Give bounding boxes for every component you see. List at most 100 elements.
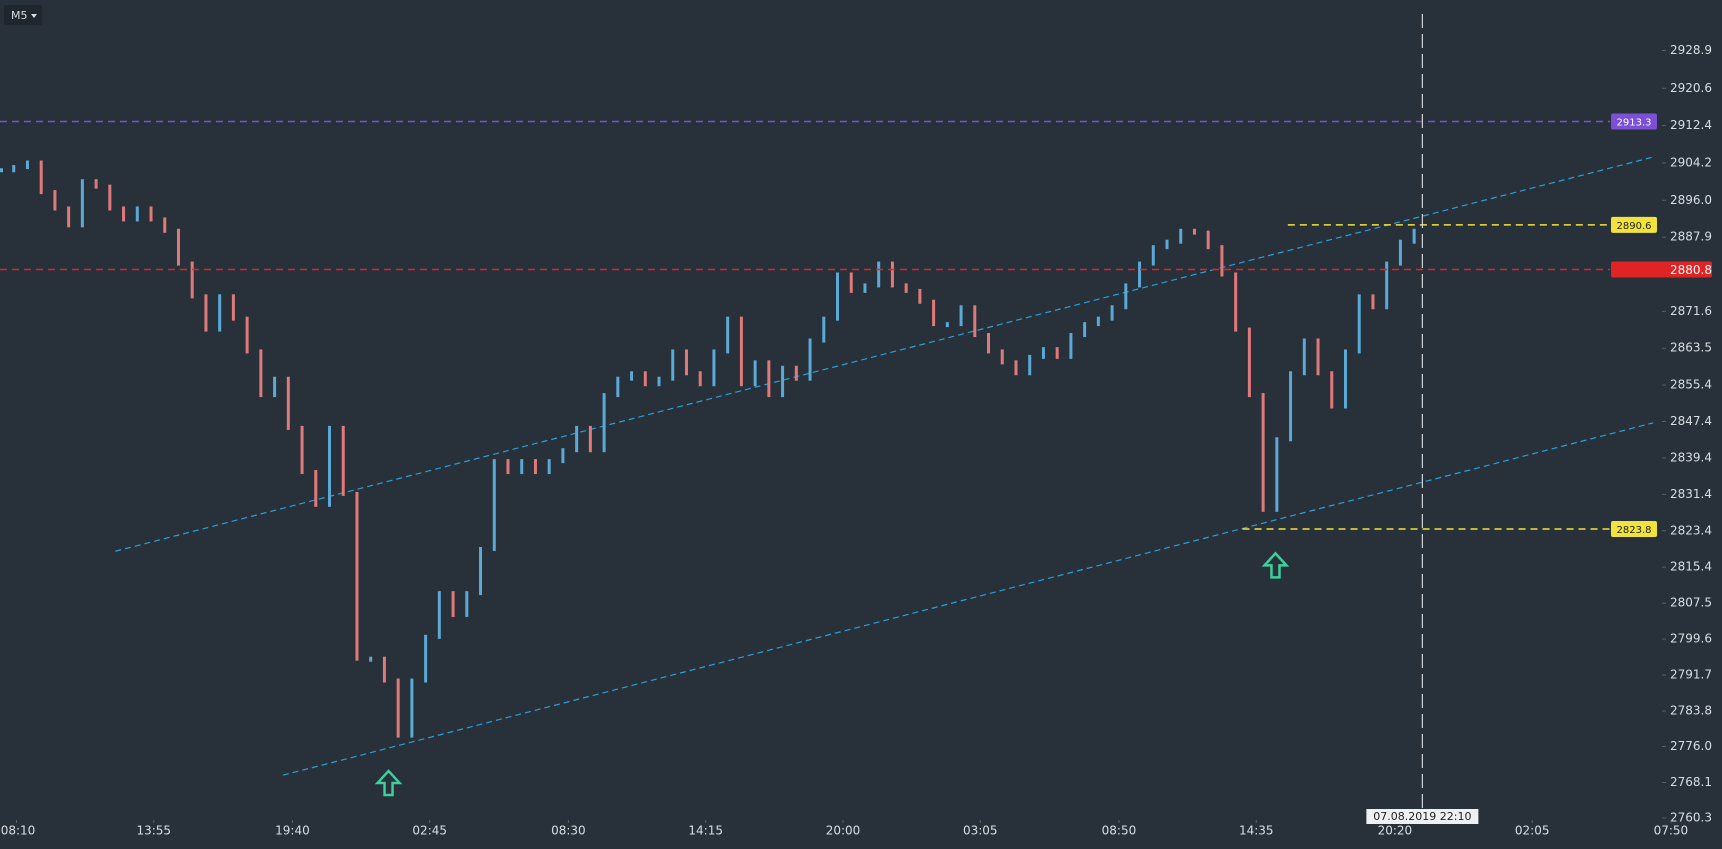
y-tick-label: 2904.2 [1670,155,1712,169]
price-bar [808,338,812,381]
price-bar [918,288,922,304]
price-bar [25,160,29,170]
timeframe-button[interactable]: M5 [4,5,42,25]
price-bar [1096,316,1100,327]
price-bar [575,425,579,453]
y-tick-label: 2928.9 [1670,43,1712,57]
trendline [282,422,1654,776]
level-label-bg [1611,261,1712,278]
price-bar [602,393,606,453]
price-bar [630,371,634,381]
price-bar [987,333,991,354]
price-bar [39,160,43,195]
y-tick-label: 2776.0 [1670,739,1712,753]
price-bar [684,349,688,376]
y-tick-label: 2896.0 [1670,193,1712,207]
level-label-bg [1611,113,1657,130]
price-bar [781,365,785,398]
x-tick-label: 03:05 [963,824,998,838]
price-bar [739,316,743,387]
price-bar [1151,245,1155,266]
price-bar [1371,294,1375,310]
y-tick-label: 2920.6 [1670,81,1712,95]
price-bar [1110,305,1114,321]
price-bar [767,360,771,398]
price-bar [1192,228,1196,235]
price-bar [135,206,139,222]
y-tick-label: 2807.5 [1670,596,1712,610]
price-bar [259,349,263,398]
price-bar [1165,239,1169,250]
price-bar [122,206,126,222]
price-bar [163,217,167,233]
price-bar [108,184,112,211]
price-bar [1302,338,1306,376]
level-label-bg [1611,520,1657,537]
price-bar [273,376,277,398]
price-bar [890,261,894,288]
level-label-bg [1611,216,1657,233]
price-bar [698,371,702,387]
price-bar [973,305,977,338]
level-label: 2880.8 [1670,263,1712,277]
price-bar [932,299,936,327]
price-bar [794,365,798,381]
x-tick-label: 02:05 [1515,824,1550,838]
price-bar [712,349,716,387]
timeframe-button-bg[interactable] [4,5,42,25]
x-tick-label: 08:10 [1,824,36,838]
price-bar [369,656,373,662]
level-label: 2823.8 [1617,525,1652,536]
y-tick-label: 2783.8 [1670,704,1712,718]
price-bar [300,425,304,475]
price-bar [479,546,483,596]
y-tick-label: 2791.7 [1670,668,1712,682]
price-bar [286,376,290,430]
price-bar [1083,322,1087,338]
x-tick-label: 13:55 [136,824,171,838]
price-bar [506,459,510,475]
price-bar [863,283,867,293]
price-bar [328,425,332,507]
price-bar [0,168,3,173]
y-tick-label: 2823.4 [1670,523,1712,537]
price-bar [753,360,757,387]
price-bar [314,470,318,507]
price-bar [1055,347,1059,359]
x-tick-label: 07:50 [1654,824,1689,838]
price-bar [245,316,249,354]
price-bar [1330,371,1334,409]
price-bar [959,305,963,327]
price-bar [218,294,222,332]
dropdown-caret[interactable] [31,14,37,18]
level-label: 2913.3 [1617,118,1652,129]
price-bar [1028,354,1032,376]
price-bar [382,656,386,683]
price-bar [1179,228,1183,244]
price-bar [561,448,565,464]
price-bar [492,459,496,551]
x-tick-label: 14:35 [1239,824,1274,838]
timeframe-label[interactable]: M5 [11,9,28,22]
price-bar [520,459,524,475]
y-tick-label: 2887.9 [1670,230,1712,244]
price-bar [1000,349,1004,365]
price-bar [1385,261,1389,310]
price-bar [588,425,592,453]
price-bar [877,261,881,288]
y-tick-label: 2768.1 [1670,775,1712,789]
price-bar [53,190,57,211]
price-bar [1041,347,1045,359]
x-tick-label: 14:15 [688,824,723,838]
price-bar [1316,338,1320,376]
y-tick-label: 2847.4 [1670,414,1712,428]
price-bar [176,228,180,266]
price-bar [94,179,98,189]
price-bar [1261,393,1265,512]
price-bar [465,591,469,617]
price-bar [437,591,441,639]
x-tick-label: 20:20 [1378,824,1413,838]
price-bar [671,349,675,381]
price-bar [1398,239,1402,266]
